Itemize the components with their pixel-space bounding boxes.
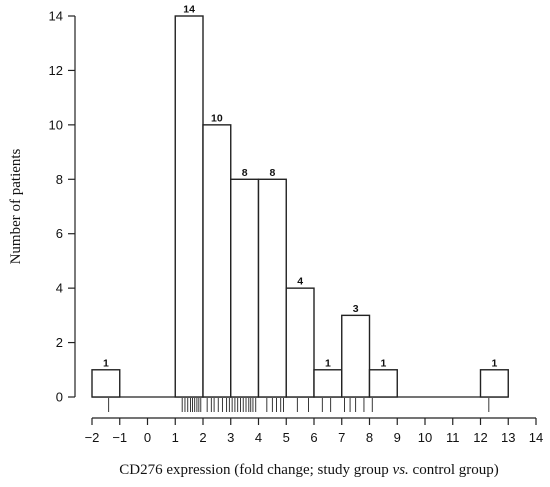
bar-value-label: 14	[183, 4, 195, 16]
bar-value-label: 8	[269, 167, 275, 179]
x-tick-label: 6	[310, 430, 317, 445]
y-tick-label: 2	[56, 335, 63, 350]
x-tick-label: −1	[112, 430, 127, 445]
x-tick-label: 1	[172, 430, 179, 445]
x-tick-label: 3	[227, 430, 234, 445]
histogram-bar	[257, 178, 287, 398]
x-axis: −2 −1 0 1 2 3 4 5 6 7 8 9 10 11 12 13 14	[85, 417, 543, 445]
bar-value-label: 10	[211, 112, 223, 124]
y-tick-label: 8	[56, 172, 63, 187]
x-tick-label: 11	[446, 430, 460, 445]
histogram-bar	[313, 369, 343, 398]
x-tick-label: 9	[394, 430, 401, 445]
x-tick-label: 5	[283, 430, 290, 445]
x-tick-label: 13	[501, 430, 515, 445]
x-tick-label: 2	[199, 430, 206, 445]
bar-value-label: 8	[242, 167, 248, 179]
y-tick-label: 14	[49, 9, 63, 24]
histogram-bar	[91, 369, 121, 398]
bar-value-label: 4	[297, 276, 303, 288]
bar-value-label: 3	[353, 303, 359, 315]
y-tick-label: 6	[56, 226, 63, 241]
histogram-bar	[202, 124, 232, 398]
histogram-bar	[174, 15, 204, 398]
histogram-bar	[285, 287, 315, 398]
y-tick-label: 10	[49, 117, 63, 132]
bar-value-label: 1	[491, 357, 497, 369]
histogram-bars	[91, 15, 509, 398]
bar-value-label: 1	[103, 357, 109, 369]
y-tick-label: 0	[56, 390, 63, 405]
x-tick-label: 0	[144, 430, 151, 445]
histogram-bar	[368, 369, 398, 398]
x-tick-label: 14	[529, 430, 543, 445]
histogram-bar	[479, 369, 509, 398]
x-tick-label: 8	[366, 430, 373, 445]
rug-plot	[108, 398, 490, 412]
y-axis: 0 2 4 6 8 10 12 14	[49, 9, 76, 405]
x-tick-label: 12	[473, 430, 487, 445]
y-tick-label: 12	[49, 63, 63, 78]
x-tick-label: 7	[338, 430, 345, 445]
x-axis-title: CD276 expression (fold change; study gro…	[119, 462, 499, 478]
histogram-bar	[230, 178, 260, 398]
x-tick-label: 4	[255, 430, 262, 445]
bar-value-label: 1	[325, 357, 331, 369]
x-axis-title-part-1: CD276 expression (fold change; study gro…	[119, 462, 392, 478]
y-tick-label: 4	[56, 281, 63, 296]
bar-value-label: 1	[380, 357, 386, 369]
x-tick-label: 10	[418, 430, 432, 445]
x-axis-title-part-2: control group)	[409, 462, 499, 478]
histogram-bar	[341, 314, 371, 398]
bar-labels: 1 14 10 8 8 4 1 3 1 1	[103, 4, 498, 370]
y-axis-title: Number of patients	[8, 148, 24, 264]
x-tick-label: −2	[85, 430, 100, 445]
x-axis-title-italic: vs.	[393, 462, 409, 478]
